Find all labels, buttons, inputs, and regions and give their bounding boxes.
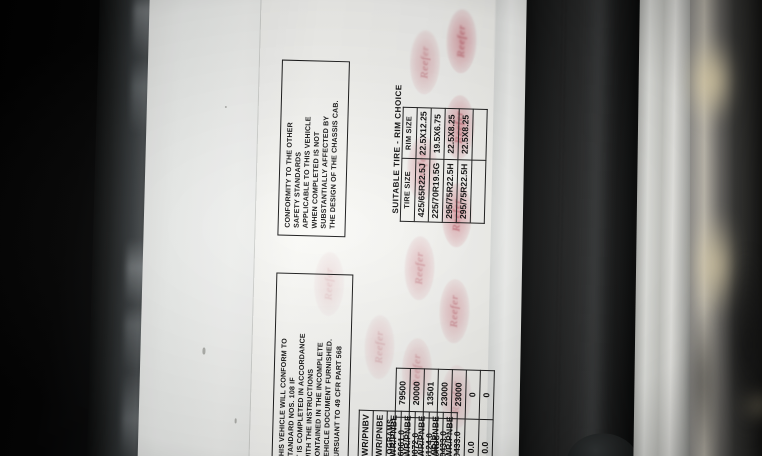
cell-kilograms: 0.0 [477,419,494,456]
cell-pounds: 0 [479,370,495,421]
outside-background [690,0,762,456]
cell-tire-size: 225/70R19.5G [428,159,444,223]
stamp-text: Reefer [373,330,386,364]
stamp-text: Reefer [448,294,461,328]
paint-speck [234,418,237,424]
table-row: GAWR/PNBE [441,412,458,456]
table-row: GAWR/PNBE [371,410,388,456]
dark-object [726,250,762,440]
table-row-empty [470,109,488,224]
cell-tire-size: 295/75R22.5H [442,159,458,223]
conformity-statement-box: CONFORMITY TO THE OTHER SAFETY STANDARDS… [277,59,350,238]
stamp-text: Reefer [413,251,426,285]
rating-label-column: GVWR/PNBV GAWR/PNBE GAWR/PNBE GAWR/PNBE … [357,410,458,456]
cell-rim-size: 22.5X8.25 [443,108,460,160]
stamp-text: Reefer [455,24,468,58]
seal-groove [554,0,566,456]
sun-reflection [694,20,728,140]
cell-tire-size: 295/75R22.5H [456,159,472,224]
tire-rim-table-wrap: TIRE SIZE RIM SIZE 425/65R22.5J 22.5X12.… [400,107,488,224]
cell-rating-label: GAWR/PNBE [371,410,388,456]
cell-rim-size: 22.5X12.25 [415,107,432,160]
cell-tire-size: 425/65R22.5J [414,158,430,222]
paint-speck [224,106,227,109]
inspection-stamp: Reefer [445,8,478,74]
chrome-trim-column [633,0,698,456]
cell-pounds: 0 [465,369,481,420]
cell-rating-label: GAWR/PNBE [399,411,416,456]
cell-tire-size [470,160,486,224]
inspection-stamp: Reefer [409,29,441,95]
inspection-stamp: Reefer [438,278,471,344]
cell-rating-label: GAWR/PNBE [385,411,402,456]
tire-rim-table: TIRE SIZE RIM SIZE 425/65R22.5J 22.5X12.… [400,107,488,224]
table-row: GVWR/PNBV [357,410,374,456]
cell-rim-size: 22.5X8.25 [457,108,474,161]
table-row: 0.0 0 [477,370,495,456]
inspection-stamp: Reefer [363,314,396,380]
standard-108-statement-box: THIS VEHICLE WILL CONFORM TO STANDARD NO… [271,272,354,456]
table-row: GAWR/PNBE [413,411,430,456]
col-header-rim-size: RIM SIZE [401,107,418,159]
rating-label-column-wrap: GVWR/PNBV GAWR/PNBE GAWR/PNBE GAWR/PNBE … [357,410,458,456]
cell-rating-label: GAWR/PNBE [427,412,444,456]
cell-rim-size [471,109,488,161]
label-content: Reefer Reefer Reefer Reefer Reefer Reefe… [249,0,512,456]
inspection-stamp: Reefer [403,235,436,301]
stamp-text: Reefer [418,45,432,79]
paint-speck [202,347,206,355]
dark-object [690,300,716,456]
cell-rating-label: GAWR/PNBE [413,411,430,456]
cell-rating-label: GVWR/PNBV [357,410,374,456]
table-row: GAWR/PNBE [399,411,416,456]
cell-kilograms: 0.0 [463,419,480,456]
cell-rating-label: GAWR/PNBE [441,412,458,456]
table-row: GAWR/PNBE [427,412,444,456]
door-seal-right [518,0,647,456]
table-row: GAWR/PNBE [385,411,402,456]
cell-rim-size: 19.5X6.75 [429,108,446,160]
seal-highlight [576,0,615,456]
